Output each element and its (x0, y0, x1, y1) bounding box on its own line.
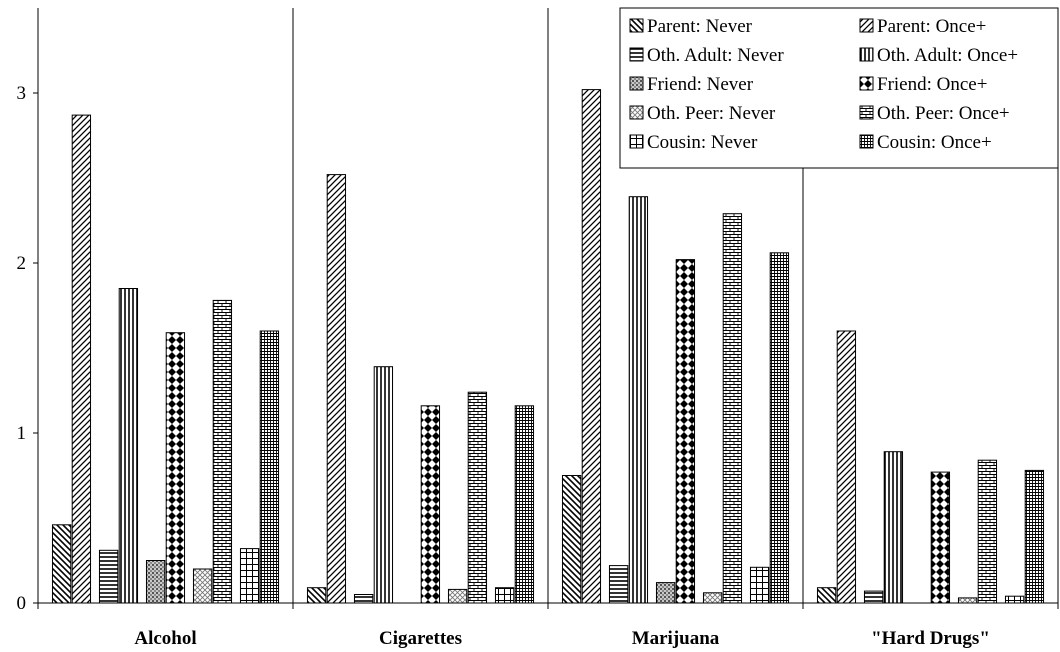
bar (930, 471, 951, 604)
bar (98, 549, 119, 604)
bar (1024, 469, 1045, 604)
bar (192, 568, 213, 604)
bar (212, 299, 233, 604)
legend-label: Parent: Once+ (877, 16, 986, 37)
legend-label: Cousin: Never (647, 132, 758, 153)
legend-label: Friend: Never (647, 74, 754, 95)
bar (749, 566, 770, 604)
bar (447, 588, 468, 604)
y-axis-ticks: 0 1 2 3 (17, 83, 38, 614)
bar (51, 524, 72, 604)
bar (494, 587, 515, 604)
category-label: Cigarettes (379, 628, 462, 649)
y-tick-label: 2 (17, 253, 27, 274)
category-label: Marijuana (632, 628, 720, 649)
legend-swatch (859, 76, 874, 91)
bar (145, 560, 166, 604)
bar (373, 366, 394, 604)
bar (118, 288, 139, 604)
bar (816, 587, 837, 604)
legend-label: Friend: Once+ (877, 74, 987, 95)
legend-swatch (859, 18, 874, 33)
bar (467, 391, 488, 604)
legend: Parent: Never Parent: Once+ Oth. Adult: Ne… (619, 7, 1059, 169)
bar (165, 332, 186, 604)
bar (514, 405, 535, 604)
bar (957, 597, 978, 604)
bar (722, 213, 743, 604)
legend-swatch (859, 134, 874, 149)
bar (1004, 595, 1025, 604)
legend-swatch (629, 76, 644, 91)
legend-label: Cousin: Once+ (877, 132, 992, 153)
bar (306, 587, 327, 604)
legend-swatch (859, 47, 874, 62)
category-label: Alcohol (134, 628, 196, 649)
bar (561, 475, 582, 604)
bar (863, 590, 884, 604)
legend-label: Oth. Peer: Never (647, 103, 776, 124)
category-labels: Alcohol Cigarettes Marijuana "Hard Drugs" (134, 628, 990, 649)
bar (239, 548, 260, 604)
category-label: "Hard Drugs" (871, 628, 990, 649)
legend-label: Oth. Adult: Never (647, 45, 784, 66)
bar (628, 196, 649, 604)
legend-swatch (629, 47, 644, 62)
legend-label: Parent: Never (647, 16, 753, 37)
bar (71, 114, 92, 604)
legend-swatch (629, 18, 644, 33)
bar (353, 594, 374, 604)
legend-box (619, 7, 1059, 169)
y-tick-label: 0 (17, 593, 27, 614)
bar (608, 565, 629, 604)
bar (977, 459, 998, 604)
bar (883, 451, 904, 604)
bar (836, 330, 857, 604)
bar (581, 89, 602, 604)
legend-swatch (859, 105, 874, 120)
bar (675, 259, 696, 604)
legend-swatch (629, 105, 644, 120)
bar (769, 252, 790, 604)
legend-label: Oth. Peer: Once+ (877, 103, 1010, 124)
bar (702, 592, 723, 604)
legend-label: Oth. Adult: Once+ (877, 45, 1018, 66)
bars-layer (51, 89, 1045, 604)
bar (259, 330, 280, 604)
y-tick-label: 3 (17, 83, 27, 104)
bar (655, 582, 676, 604)
legend-swatch (629, 134, 644, 149)
bar (420, 405, 441, 604)
bar (326, 174, 347, 604)
y-tick-label: 1 (17, 423, 27, 444)
